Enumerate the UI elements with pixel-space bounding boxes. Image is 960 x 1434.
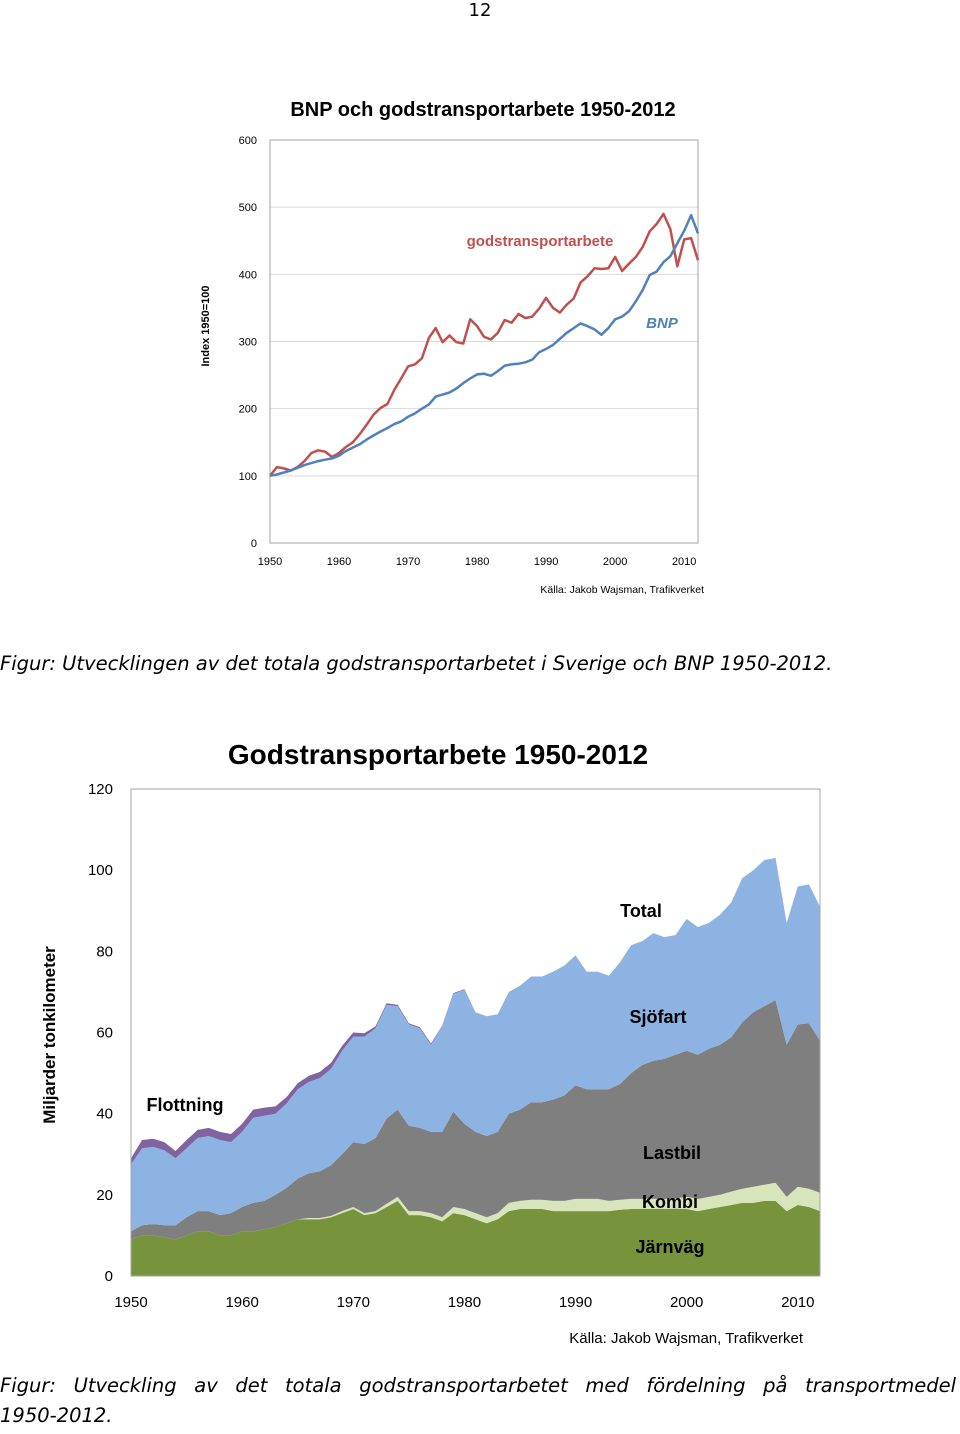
chart1-y-tick-label: 500 <box>239 202 257 214</box>
chart2-area-sjofart <box>131 858 820 1232</box>
chart2-area-flottning <box>131 858 820 1165</box>
chart1-source: Källa: Jakob Wajsman, Trafikverket <box>540 584 704 596</box>
chart2-x-tick-label: 2000 <box>670 1294 703 1311</box>
chart2-x-tick-label: 1950 <box>114 1294 147 1311</box>
figure1-caption: Figur: Utvecklingen av det totala godstr… <box>0 652 833 675</box>
chart1-y-tick-label: 0 <box>251 538 257 550</box>
chart2-y-tick-label: 100 <box>88 862 113 879</box>
figure2-caption-line2: 1950-2012. <box>0 1404 113 1427</box>
chart2-y-tick-label: 20 <box>96 1187 113 1204</box>
chart2-source: Källa: Jakob Wajsman, Trafikverket <box>569 1330 804 1347</box>
chart1-title: BNP och godstransportarbete 1950-2012 <box>290 99 675 121</box>
figure2-caption-line1: Figur: Utveckling av det totala godstran… <box>0 1374 956 1397</box>
chart2-label-lastbil: Lastbil <box>643 1143 701 1163</box>
chart2-label-sjofart: Sjöfart <box>629 1007 686 1027</box>
chart2-y-tick-label: 80 <box>96 943 113 960</box>
chart2-plot-frame <box>130 788 821 1277</box>
chart2-area-lastbil <box>131 1000 820 1240</box>
chart1-x-tick-label: 1980 <box>465 556 489 568</box>
page-number: 12 <box>468 0 492 21</box>
chart2-x-tick-label: 1980 <box>448 1294 481 1311</box>
chart2-x-tick-label: 1960 <box>225 1294 258 1311</box>
chart1-y-tick-label: 400 <box>239 269 257 281</box>
chart1-series-lines <box>269 212 700 478</box>
chart2-x-tick-label: 1990 <box>559 1294 592 1311</box>
chart1-x-tick-label: 1950 <box>258 556 282 568</box>
chart1-plot-frame <box>269 139 699 544</box>
chart1-y-tick-label: 600 <box>239 135 257 147</box>
chart2-y-tick-label: 40 <box>96 1106 113 1123</box>
chart1-y-ticks: 0 100 200 300 400 500 600 <box>239 135 257 550</box>
chart1-series-label-bnp: BNP <box>646 315 679 332</box>
chart2-stacked-areas <box>131 858 820 1276</box>
chart1-x-tick-label: 2000 <box>603 556 627 568</box>
chart2-y-axis-label: Miljarder tonkilometer <box>40 946 59 1124</box>
chart1-x-ticks: 1950 1960 1970 1980 1990 2000 2010 <box>258 556 697 568</box>
chart2-y-tick-label: 60 <box>96 1025 113 1042</box>
chart2-y-tick-label: 0 <box>105 1268 113 1285</box>
chart2-area-jarnvag <box>131 1200 820 1276</box>
chart2-y-ticks: 0 20 40 60 80 100 120 <box>88 781 113 1285</box>
chart2-title: Godstransportarbete 1950-2012 <box>228 739 648 770</box>
chart1-x-tick-label: 1960 <box>327 556 351 568</box>
chart2-area-kombi <box>131 1182 820 1240</box>
chart1-y-tick-label: 200 <box>239 404 257 416</box>
chart1-series-line-bnp <box>269 213 700 478</box>
chart1-y-tick-label: 300 <box>239 337 257 349</box>
chart1-x-tick-label: 1990 <box>534 556 558 568</box>
chart1-series-label-godstransport: godstransportarbete <box>467 233 614 250</box>
chart2-x-tick-label: 2010 <box>781 1294 814 1311</box>
chart2-y-tick-label: 120 <box>88 781 113 798</box>
chart1-y-axis-label: Index 1950=100 <box>200 285 212 366</box>
godstransportarbete-stacked-area-chart: Godstransportarbete 1950-2012 0 20 40 60 80 1… <box>40 739 821 1347</box>
chart2-x-tick-label: 1970 <box>337 1294 370 1311</box>
chart2-label-jarnvag: Järnväg <box>635 1237 704 1257</box>
chart1-series-line-godstransportarbete <box>269 212 700 477</box>
chart1-y-tick-label: 100 <box>239 471 257 483</box>
chart1-x-tick-label: 1970 <box>396 556 420 568</box>
chart1-gridlines <box>270 139 698 544</box>
chart2-label-flottning: Flottning <box>147 1095 224 1115</box>
chart2-x-ticks: 1950 1960 1970 1980 1990 2000 2010 <box>114 1294 814 1311</box>
chart2-label-kombi: Kombi <box>642 1192 698 1212</box>
chart1-x-tick-label: 2010 <box>672 556 696 568</box>
bnp-godstransport-line-chart: BNP och godstransportarbete 1950-2012 01… <box>200 99 704 596</box>
chart2-label-total: Total <box>620 901 662 921</box>
